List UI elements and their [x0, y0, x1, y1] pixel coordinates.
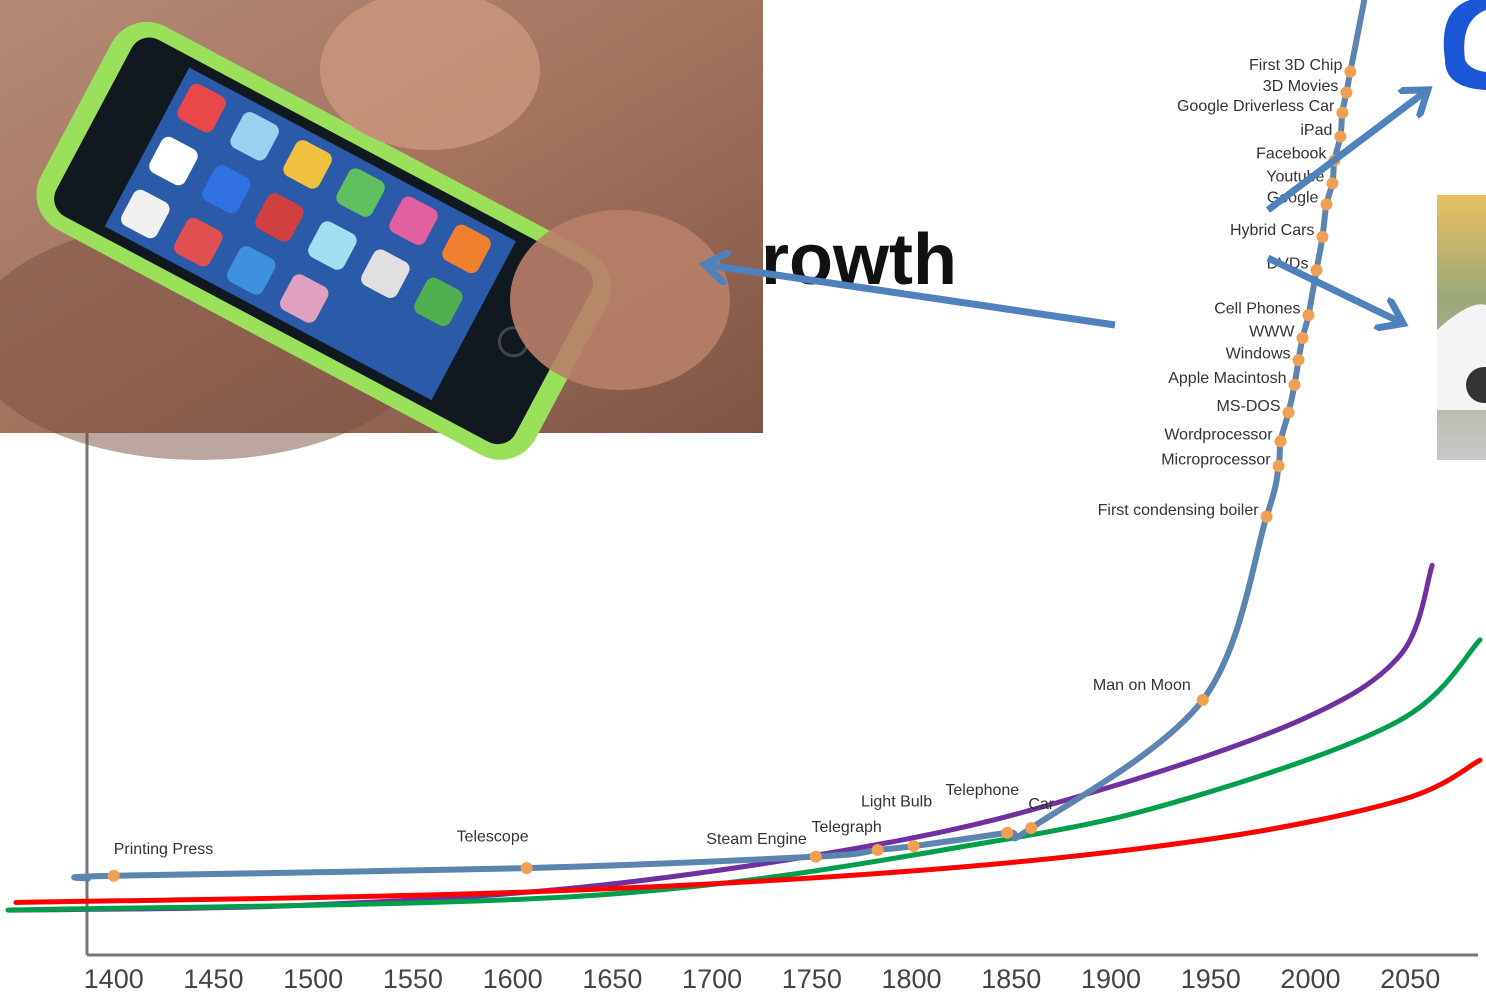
- event-label: First condensing boiler: [1098, 502, 1260, 519]
- x-tick-label: 1450: [183, 964, 243, 994]
- event-label: Telephone: [945, 782, 1019, 799]
- event-dot: [1260, 510, 1273, 523]
- event-dot: [871, 843, 884, 856]
- event-dot: [1334, 130, 1347, 143]
- x-tick-label: 1650: [582, 964, 642, 994]
- event-label: Printing Press: [114, 841, 214, 858]
- event-label: Google Driverless Car: [1177, 98, 1335, 115]
- series-line: [13, 757, 1483, 905]
- event-label: Man on Moon: [1093, 677, 1191, 694]
- event-label: WWW: [1249, 323, 1295, 340]
- series-line: [5, 637, 1483, 913]
- event-label: Steam Engine: [706, 831, 807, 848]
- event-dot: [1316, 230, 1329, 243]
- event-label: Apple Macintosh: [1168, 370, 1286, 387]
- event-label: Wordprocessor: [1164, 426, 1273, 443]
- event-dot: [1272, 460, 1285, 473]
- event-dot: [809, 850, 822, 863]
- event-dot: [1344, 65, 1357, 78]
- event-dot: [1196, 694, 1209, 707]
- x-tick-label: 1700: [682, 964, 742, 994]
- event-label: Hybrid Cars: [1230, 222, 1314, 239]
- event-label: iPad: [1300, 122, 1332, 139]
- event-dot: [1320, 198, 1333, 211]
- event-dot: [1282, 406, 1295, 419]
- event-label: Light Bulb: [861, 793, 932, 810]
- event-label: Windows: [1226, 345, 1291, 362]
- x-tick-label: 1900: [1081, 964, 1141, 994]
- phone-photo: [0, 0, 763, 460]
- arrows: [708, 92, 1425, 325]
- x-tick-label: 1800: [882, 964, 942, 994]
- x-tick-label: 1950: [1181, 964, 1241, 994]
- event-dot: [1310, 264, 1323, 277]
- car-photo: [1437, 195, 1486, 460]
- event-dot: [1302, 309, 1315, 322]
- event-label: MS-DOS: [1217, 398, 1281, 415]
- x-tick-label: 1750: [782, 964, 842, 994]
- event-label: Facebook: [1256, 146, 1327, 163]
- x-tick-label: 1500: [283, 964, 343, 994]
- event-label: Microprocessor: [1161, 451, 1271, 468]
- plot: 1400 1450 1500 1550 1600 1650 1700 1750 1800 1850…: [5, 0, 1483, 994]
- event-dot: [1292, 354, 1305, 367]
- event-dot: [1336, 106, 1349, 119]
- event-dot: [520, 862, 533, 875]
- event-dot: [1340, 86, 1353, 99]
- event-label: Telegraph: [812, 819, 882, 836]
- event-dot: [1296, 332, 1309, 345]
- x-tick-label: 1400: [84, 964, 144, 994]
- event-dot: [1326, 177, 1339, 190]
- event-dot: [107, 869, 120, 882]
- event-dot: [907, 840, 920, 853]
- x-tick-label: 1600: [483, 964, 543, 994]
- event-dot: [1001, 826, 1014, 839]
- x-tick-label: 2000: [1280, 964, 1340, 994]
- event-dot: [1274, 435, 1287, 448]
- event-label: 3D Movies: [1263, 78, 1339, 95]
- event-label: First 3D Chip: [1249, 57, 1342, 74]
- event-dot: [1288, 378, 1301, 391]
- x-tick-label: 1550: [383, 964, 443, 994]
- logo-fragment: [1443, 0, 1486, 90]
- event-label: Car: [1028, 796, 1054, 813]
- event-label: Telescope: [457, 828, 529, 845]
- event-dot: [1025, 821, 1038, 834]
- x-tick-label: 2050: [1380, 964, 1440, 994]
- event-label: Cell Phones: [1214, 300, 1300, 317]
- x-tick-label: 1850: [981, 964, 1041, 994]
